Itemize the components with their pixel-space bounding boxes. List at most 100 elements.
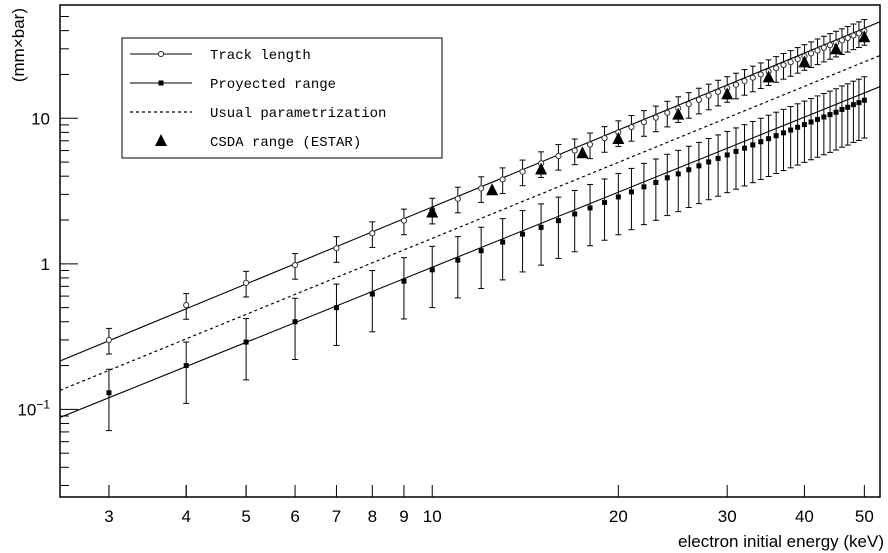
projected-range-point: [861, 97, 867, 103]
track-length-point: [519, 168, 526, 175]
csda-range-point: [762, 70, 775, 83]
projected-range-point: [788, 127, 794, 133]
track-length-point: [586, 141, 594, 148]
projected-range-point: [821, 114, 827, 120]
projected-range-point: [369, 291, 375, 297]
x-axis-title: electron initial energy (keV): [678, 532, 884, 551]
projected-range-point: [538, 224, 544, 230]
track-length-point: [499, 176, 506, 183]
projected-range-point: [845, 104, 851, 110]
track-length-point: [814, 47, 821, 54]
projected-range-point: [292, 319, 298, 325]
projected-range-point: [696, 163, 702, 169]
x-tick-label: 30: [718, 507, 737, 526]
legend-entry-label: CSDA range (ESTAR): [210, 135, 361, 151]
track-length-point: [714, 88, 722, 95]
projected-range-point: [664, 175, 670, 181]
series-fit-line: [60, 86, 880, 418]
legend-box: [121, 37, 443, 159]
csda-range-point: [672, 107, 685, 120]
track-length-point: [369, 230, 376, 237]
projected-range-point: [856, 100, 862, 106]
track-length-point: [855, 30, 863, 37]
x-tick-label: 8: [368, 507, 377, 526]
projected-range-point: [742, 145, 748, 151]
legend-entry-label: Proyected range: [210, 77, 336, 93]
track-length-point: [601, 135, 608, 142]
x-tick-label: 5: [241, 507, 250, 526]
track-length-point: [105, 336, 113, 344]
projected-range-point: [429, 267, 435, 273]
track-length-point: [780, 61, 787, 69]
projected-range-point: [587, 205, 593, 211]
track-length-point: [749, 74, 756, 81]
csda-range-point: [486, 183, 499, 196]
projected-range-point: [839, 106, 845, 112]
track-length-point: [640, 119, 648, 126]
x-tick-label: 6: [290, 507, 299, 526]
projected-range-point: [243, 339, 249, 345]
legend-entry-label: Track length: [210, 48, 311, 64]
csda-range-point: [798, 55, 811, 68]
x-tick-label: 7: [332, 507, 341, 526]
projected-range-point: [773, 133, 779, 139]
track-length-point: [291, 261, 299, 269]
projected-range-point: [455, 257, 461, 263]
x-tick-label: 9: [399, 507, 408, 526]
csda-range-point: [612, 132, 625, 145]
projected-range-point: [766, 136, 772, 142]
csda-range-point: [576, 146, 589, 159]
track-length-point: [838, 37, 846, 44]
y-tick-label: 1: [41, 255, 50, 274]
projected-range-point: [850, 102, 856, 108]
axes: 3 4 5 6 7 8 9 10 20 30 40 50 10−1 1 10: [17, 4, 881, 526]
legend-triangle-marker: [155, 134, 167, 146]
track-length-point: [850, 32, 857, 39]
csda-range-point: [830, 42, 843, 55]
track-length-point: [695, 96, 703, 103]
track-length-point: [628, 123, 635, 131]
track-length-point: [773, 65, 780, 72]
legend-entry-label: Usual parametrization: [210, 106, 386, 122]
track-length-point: [571, 147, 578, 154]
projected-range-point: [641, 184, 647, 190]
projected-range-point: [833, 109, 839, 115]
track-length-point: [183, 302, 190, 309]
usual-parametrization-line: [60, 54, 880, 391]
projected-range-point: [628, 189, 634, 195]
track-length-point: [685, 101, 692, 108]
projected-range-point: [724, 152, 730, 158]
track-length-point: [652, 114, 659, 121]
projected-range-point: [781, 130, 787, 136]
track-length-point: [732, 81, 740, 88]
x-tick-label: 20: [609, 507, 628, 526]
projected-range-point: [520, 231, 526, 237]
projected-range-point: [183, 363, 189, 369]
y-axis-title: (mm×bar): [9, 8, 28, 82]
projected-range-point: [706, 159, 712, 165]
plot-content: [60, 19, 880, 432]
track-length-point: [478, 185, 485, 192]
plot-frame: [59, 4, 881, 498]
track-length-point: [400, 217, 408, 224]
projected-range-point: [500, 239, 506, 245]
x-tick-label: 50: [855, 507, 874, 526]
track-length-point: [454, 195, 461, 202]
legend: Track length Proyected range Usual paramet…: [121, 37, 443, 159]
projected-range-point: [572, 211, 578, 217]
projected-range-point: [401, 278, 407, 284]
y-tick-label: 10: [31, 109, 50, 128]
projected-range-point: [675, 171, 681, 177]
x-tick-label: 40: [795, 507, 814, 526]
projected-range-point: [758, 139, 764, 145]
projected-range-point: [815, 116, 821, 122]
projected-range-point: [602, 199, 608, 205]
x-tick-label: 10: [423, 507, 442, 526]
track-length-point: [820, 44, 827, 51]
projected-range-point: [733, 148, 739, 154]
track-length-point: [243, 279, 250, 286]
projected-range-point: [686, 167, 692, 173]
track-length-point: [794, 55, 801, 63]
y-tick-label: 10−1: [17, 397, 50, 419]
